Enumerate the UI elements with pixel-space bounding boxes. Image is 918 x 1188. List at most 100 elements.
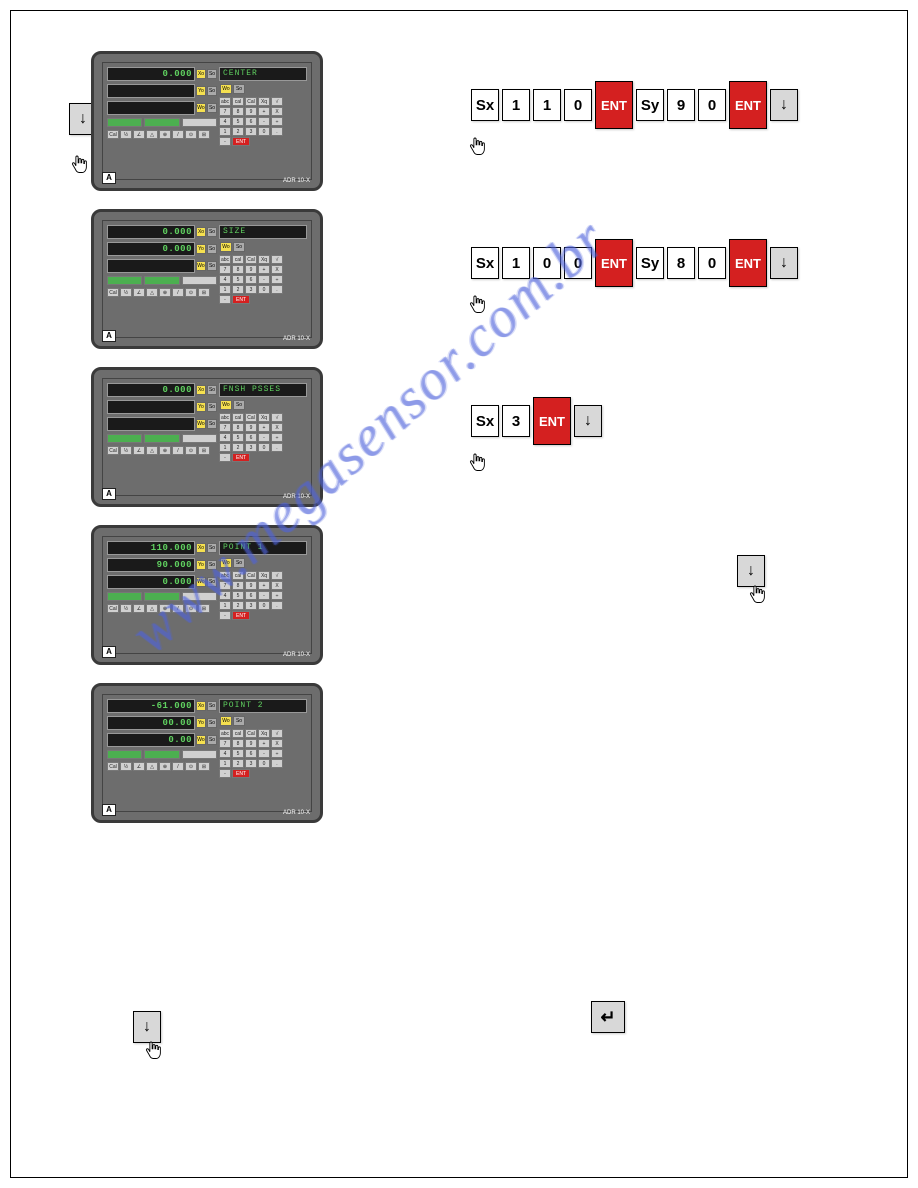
kp[interactable]: 5 xyxy=(232,433,244,442)
kp[interactable]: 4 xyxy=(219,433,231,442)
kp[interactable]: 6 xyxy=(245,433,257,442)
ext-key[interactable]: / xyxy=(172,288,184,297)
kp[interactable]: Cal xyxy=(245,413,257,422)
kp[interactable]: X xyxy=(271,265,283,274)
wo-btn[interactable]: Wo xyxy=(220,558,232,568)
axis-btn[interactable]: Yo xyxy=(196,560,206,570)
sx-button[interactable]: Sx xyxy=(471,89,499,121)
kp[interactable]: 7 xyxy=(219,581,231,590)
num-key[interactable]: 1 xyxy=(502,247,530,279)
func-btn[interactable] xyxy=(144,592,179,601)
axis-btn[interactable]: Xo xyxy=(196,701,206,711)
ext-key[interactable]: ∠ xyxy=(133,288,145,297)
kp[interactable]: X xyxy=(271,739,283,748)
kp[interactable]: Xq xyxy=(258,413,270,422)
ext-key[interactable]: ½ xyxy=(120,762,132,771)
kp[interactable]: + xyxy=(258,739,270,748)
kp[interactable]: . xyxy=(271,127,283,136)
wo-btn[interactable]: Wo xyxy=(220,400,232,410)
axis-btn[interactable]: So xyxy=(207,227,217,237)
func-btn[interactable] xyxy=(182,118,217,127)
kp[interactable]: - xyxy=(219,769,231,778)
ext-key[interactable]: ⊙ xyxy=(185,604,197,613)
func-btn[interactable] xyxy=(144,750,179,759)
ext-key[interactable]: ⊕ xyxy=(159,446,171,455)
ext-key[interactable]: Cal xyxy=(107,762,119,771)
ext-key[interactable]: ⊞ xyxy=(198,446,210,455)
ext-key[interactable]: ⊕ xyxy=(159,762,171,771)
ext-key[interactable]: ½ xyxy=(120,604,132,613)
ext-key[interactable]: ⊙ xyxy=(185,762,197,771)
sy-button[interactable]: Sy xyxy=(636,89,664,121)
kp[interactable]: √ xyxy=(271,255,283,264)
num-key[interactable]: 3 xyxy=(502,405,530,437)
ent-button[interactable]: ENT xyxy=(533,397,571,445)
num-key[interactable]: 0 xyxy=(564,89,592,121)
kp[interactable]: - xyxy=(219,453,231,462)
axis-btn[interactable]: So xyxy=(207,261,217,271)
kp[interactable]: . xyxy=(271,285,283,294)
kp[interactable]: Xq xyxy=(258,255,270,264)
kp-ent[interactable]: ENT xyxy=(232,295,250,304)
ext-key[interactable]: / xyxy=(172,604,184,613)
ext-key[interactable]: △ xyxy=(146,604,158,613)
ent-button[interactable]: ENT xyxy=(595,81,633,129)
kp[interactable]: 7 xyxy=(219,423,231,432)
kp[interactable]: ÷ xyxy=(271,117,283,126)
kp[interactable]: - xyxy=(258,433,270,442)
axis-btn[interactable]: Yo xyxy=(196,718,206,728)
kp[interactable]: 8 xyxy=(232,107,244,116)
wo-btn[interactable]: Wo xyxy=(220,84,232,94)
ext-key[interactable]: Cal xyxy=(107,288,119,297)
kp[interactable]: 1 xyxy=(219,759,231,768)
kp[interactable]: Xq xyxy=(258,571,270,580)
axis-btn[interactable]: So xyxy=(207,560,217,570)
kp[interactable]: 6 xyxy=(245,275,257,284)
func-btn[interactable] xyxy=(182,434,217,443)
kp[interactable]: 2 xyxy=(232,759,244,768)
kp[interactable]: 9 xyxy=(245,739,257,748)
num-key[interactable]: 0 xyxy=(533,247,561,279)
kp-ent[interactable]: ENT xyxy=(232,611,250,620)
kp[interactable]: - xyxy=(219,611,231,620)
so-btn[interactable]: So xyxy=(233,400,245,410)
axis-btn[interactable]: Wo xyxy=(196,419,206,429)
ext-key[interactable]: ∠ xyxy=(133,130,145,139)
ext-key[interactable]: △ xyxy=(146,288,158,297)
kp[interactable]: 8 xyxy=(232,581,244,590)
kp[interactable]: abc xyxy=(219,571,231,580)
wo-btn[interactable]: Wo xyxy=(220,716,232,726)
ext-key[interactable]: ∠ xyxy=(133,604,145,613)
ext-key[interactable]: △ xyxy=(146,446,158,455)
kp[interactable]: 5 xyxy=(232,275,244,284)
axis-btn[interactable]: So xyxy=(207,701,217,711)
ext-key[interactable]: ½ xyxy=(120,130,132,139)
kp[interactable]: 1 xyxy=(219,443,231,452)
kp[interactable]: . xyxy=(271,759,283,768)
kp[interactable]: 9 xyxy=(245,265,257,274)
kp[interactable]: 4 xyxy=(219,749,231,758)
kp[interactable]: 3 xyxy=(245,443,257,452)
ent-button[interactable]: ENT xyxy=(729,81,767,129)
kp[interactable]: + xyxy=(258,265,270,274)
kp[interactable]: 4 xyxy=(219,591,231,600)
kp[interactable]: X xyxy=(271,107,283,116)
kp[interactable]: 2 xyxy=(232,443,244,452)
sx-button[interactable]: Sx xyxy=(471,247,499,279)
kp[interactable]: 0 xyxy=(258,759,270,768)
ext-key[interactable]: ⊙ xyxy=(185,446,197,455)
kp[interactable]: cal xyxy=(232,571,244,580)
num-key[interactable]: 0 xyxy=(564,247,592,279)
ext-key[interactable]: / xyxy=(172,762,184,771)
kp[interactable]: 1 xyxy=(219,601,231,610)
ext-key[interactable]: ⊕ xyxy=(159,130,171,139)
kp[interactable]: 3 xyxy=(245,759,257,768)
kp[interactable]: 7 xyxy=(219,739,231,748)
axis-btn[interactable]: So xyxy=(207,385,217,395)
func-btn[interactable] xyxy=(107,118,142,127)
ext-key[interactable]: ⊞ xyxy=(198,130,210,139)
axis-btn[interactable]: So xyxy=(207,543,217,553)
ext-key[interactable]: △ xyxy=(146,130,158,139)
kp[interactable]: + xyxy=(258,107,270,116)
kp[interactable]: Xq xyxy=(258,729,270,738)
